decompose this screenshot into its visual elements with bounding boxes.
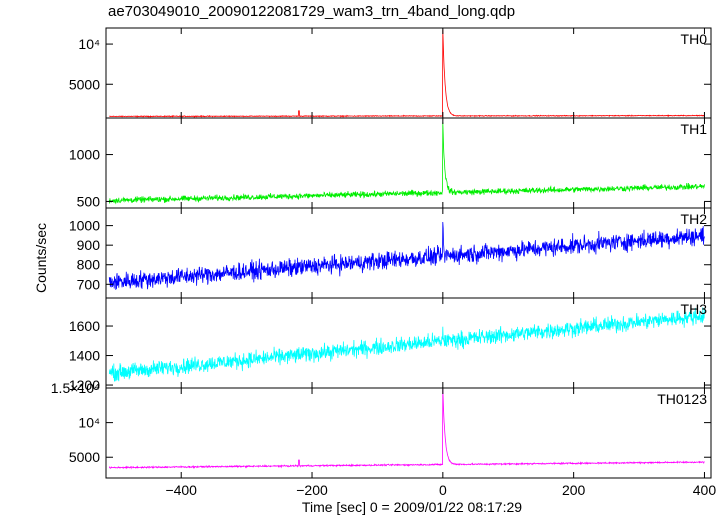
xtick-label: 0 bbox=[439, 482, 447, 498]
ytick-label: 800 bbox=[77, 257, 101, 273]
ytick-label: 500 bbox=[77, 193, 101, 209]
x-axis-label: Time [sec] 0 = 2009/01/22 08:17:29 bbox=[302, 499, 522, 515]
ytick-label: 700 bbox=[77, 276, 101, 292]
ytick-label: 10⁴ bbox=[78, 36, 100, 52]
ytick-label: 900 bbox=[77, 237, 101, 253]
ytick-label: 1000 bbox=[69, 147, 100, 163]
panel-th0123-frame bbox=[105, 387, 712, 479]
xtick-label: 400 bbox=[693, 482, 717, 498]
panels-group: 5000 10⁴ TH0 500 1000 TH1 700 800 900 1000 TH2 1200… bbox=[51, 27, 712, 479]
panel-th2: 700 800 900 1000 TH2 bbox=[69, 207, 712, 299]
panel-th0-frame bbox=[105, 27, 712, 119]
series-label-th0123: TH0123 bbox=[657, 391, 707, 407]
ytick-label: 1200 bbox=[69, 377, 100, 393]
series-th3-line bbox=[108, 307, 705, 382]
chart-title: ae703049010_20090122081729_wam3_trn_4ban… bbox=[108, 3, 516, 20]
xtick-label: −200 bbox=[296, 482, 328, 498]
series-label-th3: TH3 bbox=[681, 301, 708, 317]
panel-th3-frame bbox=[105, 297, 712, 389]
ytick-label: 5000 bbox=[69, 449, 100, 465]
series-label-th1: TH1 bbox=[681, 121, 708, 137]
xtick-label: −400 bbox=[165, 482, 197, 498]
series-th1-line bbox=[108, 122, 705, 205]
series-label-th2: TH2 bbox=[681, 211, 708, 227]
y-axis-label: Counts/sec bbox=[33, 223, 49, 293]
series-label-th0: TH0 bbox=[681, 31, 708, 47]
series-th2-line bbox=[108, 221, 705, 290]
ytick-label: 1000 bbox=[69, 218, 100, 234]
panel-th0123: 5000 10⁴ 1.5×10⁴ TH0123 bbox=[51, 380, 712, 479]
ytick-label: 1.5×10⁴ bbox=[51, 380, 100, 396]
ytick-label: 1400 bbox=[69, 348, 100, 364]
panel-th0: 5000 10⁴ TH0 bbox=[69, 27, 712, 119]
panel-th3: 1200 1400 1600 TH3 bbox=[69, 297, 712, 393]
ytick-label: 5000 bbox=[69, 76, 100, 92]
ytick-label: 10⁴ bbox=[78, 415, 100, 431]
ytick-label: 1600 bbox=[69, 318, 100, 334]
series-th0-line bbox=[109, 29, 705, 118]
xtick-label: 200 bbox=[562, 482, 586, 498]
x-axis: −400 −200 0 200 400 bbox=[165, 482, 716, 498]
panel-th1: 500 1000 TH1 bbox=[69, 117, 712, 209]
series-th0123-line bbox=[108, 388, 705, 470]
